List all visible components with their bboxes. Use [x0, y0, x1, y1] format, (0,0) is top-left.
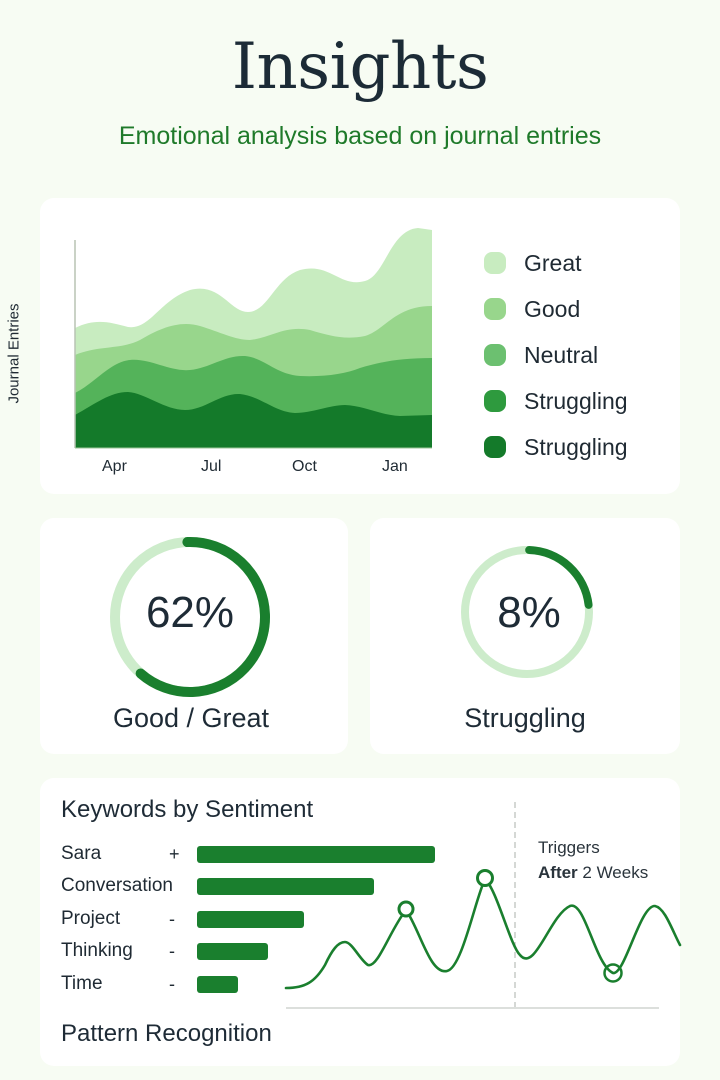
legend-item-neutral: Neutral: [484, 332, 628, 378]
legend-label: Great: [524, 249, 582, 276]
keyword-bar: [197, 942, 268, 960]
x-tick-jan: Jan: [382, 458, 408, 475]
triggers-annotation-line2: After 2 Weeks: [538, 863, 648, 883]
y-axis-label: Journal Entries: [5, 303, 23, 404]
struggling-percent-value: 8%: [497, 588, 561, 637]
keyword-label: Conversation: [61, 875, 173, 896]
keyword-row: Project -: [61, 906, 304, 932]
triggers-bold-text: After: [538, 863, 578, 882]
keyword-row: Thinking -: [61, 938, 268, 964]
legend-label: Struggling: [524, 433, 628, 460]
keyword-sign: -: [169, 908, 175, 929]
keyword-label: Sara: [61, 843, 102, 864]
keyword-bar: [197, 845, 435, 863]
struggling-ring-label: Struggling: [464, 703, 586, 733]
legend-item-struggling-dark: Struggling: [484, 424, 628, 470]
legend-swatch-icon: [484, 390, 506, 412]
legend-swatch-icon: [484, 252, 506, 274]
legend-item-struggling: Struggling: [484, 378, 628, 424]
keyword-row: Sara +: [61, 841, 435, 867]
keyword-sign: -: [169, 940, 175, 961]
keyword-bar: [197, 877, 374, 895]
legend-item-good: Good: [484, 286, 628, 332]
triggers-annotation-line1: Triggers: [538, 838, 600, 857]
pattern-recognition-title: Pattern Recognition: [61, 1020, 272, 1047]
chart-legend: Great Good Neutral Struggling Struggling: [484, 240, 628, 470]
legend-swatch-icon: [484, 344, 506, 366]
keyword-bar: [197, 975, 238, 993]
x-tick-jul: Jul: [201, 458, 222, 475]
keyword-label: Thinking: [61, 940, 133, 961]
page-title: Insights: [231, 30, 489, 104]
keyword-label: Project: [61, 908, 121, 929]
keyword-row: Time -: [61, 971, 238, 997]
keyword-sign: -: [169, 973, 175, 994]
keywords-title: Keywords by Sentiment: [61, 796, 314, 823]
keyword-sign: +: [169, 843, 180, 864]
legend-swatch-icon: [484, 436, 506, 458]
keyword-label: Time: [61, 973, 103, 994]
triggers-rest-text: 2 Weeks: [577, 863, 649, 882]
x-tick-apr: Apr: [102, 458, 127, 475]
good-ring-label: Good / Great: [112, 703, 270, 733]
good-percent-value: 62%: [145, 588, 235, 637]
x-tick-oct: Oct: [292, 458, 317, 475]
legend-item-great: Great: [484, 240, 628, 286]
legend-label: Neutral: [524, 341, 599, 368]
keyword-row: Conversation: [61, 873, 374, 899]
keyword-bar: [197, 910, 304, 928]
legend-label: Good: [524, 295, 581, 322]
legend-swatch-icon: [484, 298, 506, 320]
legend-label: Struggling: [524, 387, 628, 414]
page-subtitle: Emotional analysis based on journal entr…: [118, 122, 602, 150]
